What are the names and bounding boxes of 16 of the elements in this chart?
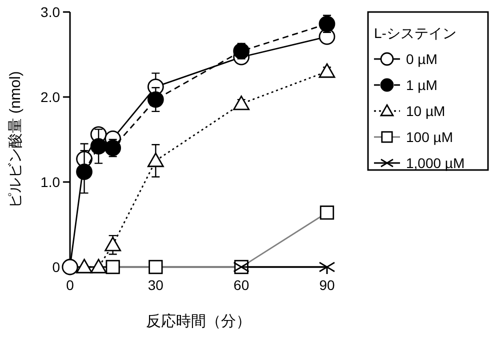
- y-tick-label: 1.0: [40, 174, 60, 190]
- y-tick-label: 0: [52, 259, 60, 275]
- y-tick-label: 3.0: [40, 4, 60, 20]
- x-tick-label: 0: [66, 277, 74, 293]
- legend-label: 1 µM: [406, 77, 438, 93]
- x-axis-title: 反応時間（分）: [146, 313, 251, 330]
- legend-label: 10 µM: [406, 103, 446, 119]
- x-tick-label: 90: [319, 277, 335, 293]
- legend-label: 100 µM: [406, 129, 453, 145]
- x-tick-label: 30: [148, 277, 164, 293]
- y-axis-title: ピルビン酸量 (nmol): [7, 71, 24, 208]
- legend-label: 0 µM: [406, 51, 438, 67]
- legend-label: 1,000 µM: [406, 155, 465, 171]
- y-tick-label: 2.0: [40, 89, 60, 105]
- legend-title: L-システイン: [374, 25, 456, 41]
- x-tick-label: 60: [234, 277, 250, 293]
